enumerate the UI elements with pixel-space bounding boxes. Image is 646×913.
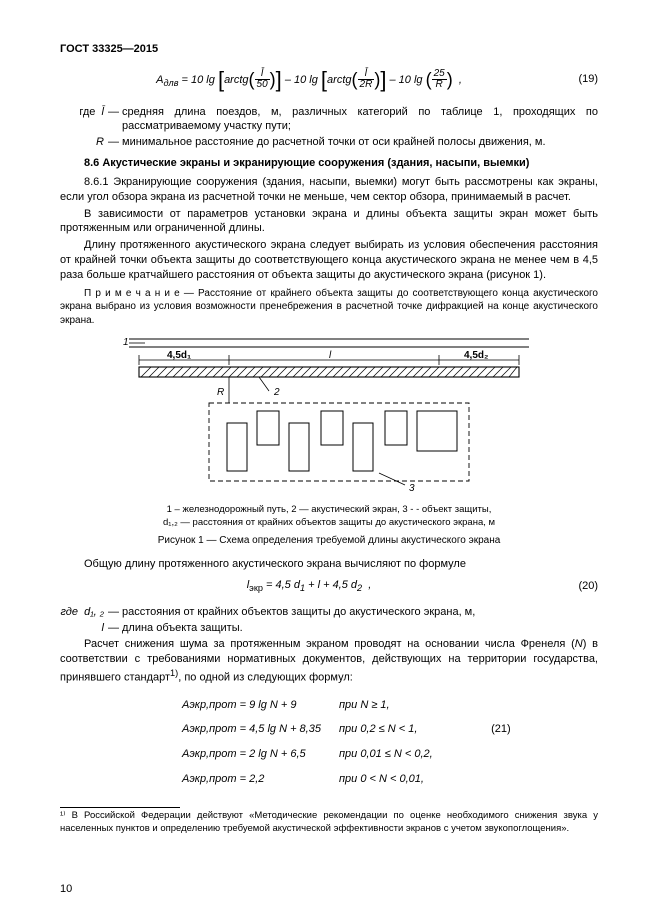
- eq20-num: (20): [558, 579, 598, 594]
- note-1: П р и м е ч а н и е — Расстояние от край…: [60, 287, 598, 328]
- page-number: 10: [60, 882, 72, 897]
- svg-text:4,5d₂: 4,5d₂: [464, 350, 488, 361]
- svg-text:3: 3: [409, 483, 415, 493]
- figure-legend: 1 – железнодорожный путь, 2 — акустическ…: [60, 504, 598, 530]
- where-d12: где d₁, ₂ — расстояния от крайних объект…: [60, 605, 598, 620]
- where-l: где l̄ — средняя длина поездов, м, разли…: [60, 105, 598, 135]
- para-5: Расчет снижения шума за протяженным экра…: [60, 637, 598, 685]
- para-3: Длину протяженного акустического экрана …: [60, 238, 598, 283]
- svg-text:R: R: [217, 387, 224, 398]
- para-4: Общую длину протяженного акустического э…: [60, 557, 598, 572]
- svg-text:4,5d₁: 4,5d₁: [167, 350, 191, 361]
- svg-text:l: l: [329, 350, 332, 361]
- where-l2: l — длина объекта защиты.: [60, 621, 598, 636]
- eq19-num: (19): [558, 72, 598, 87]
- where-R: R — минимальное расстояние до расчетной …: [60, 135, 598, 150]
- equation-20: lэкр = 4,5 d1 + l + 4,5 d2 , (20): [60, 578, 598, 595]
- figure-1: 1: [60, 333, 598, 498]
- footnote-rule: [60, 807, 180, 808]
- footnote-1: ¹⁾ В Российской Федерации действуют «Мет…: [60, 810, 598, 836]
- para-2: В зависимости от параметров установки эк…: [60, 207, 598, 237]
- svg-text:2: 2: [273, 387, 280, 398]
- equation-21: Aэкр,прот = 9 lg N + 9 при N ≥ 1, Aэкр,п…: [180, 692, 529, 793]
- svg-text:1: 1: [123, 337, 129, 348]
- doc-header: ГОСТ 33325—2015: [60, 42, 598, 57]
- figure-caption: Рисунок 1 — Схема определения требуемой …: [60, 534, 598, 548]
- para-861: 8.6.1 Экранирующие сооружения (здания, н…: [60, 175, 598, 205]
- section-8-6-title: 8.6 Акустические экраны и экранирующие с…: [60, 156, 598, 171]
- equation-19: Aдлв = 10 lg [arctg(l̄50)] – 10 lg [arct…: [60, 65, 598, 95]
